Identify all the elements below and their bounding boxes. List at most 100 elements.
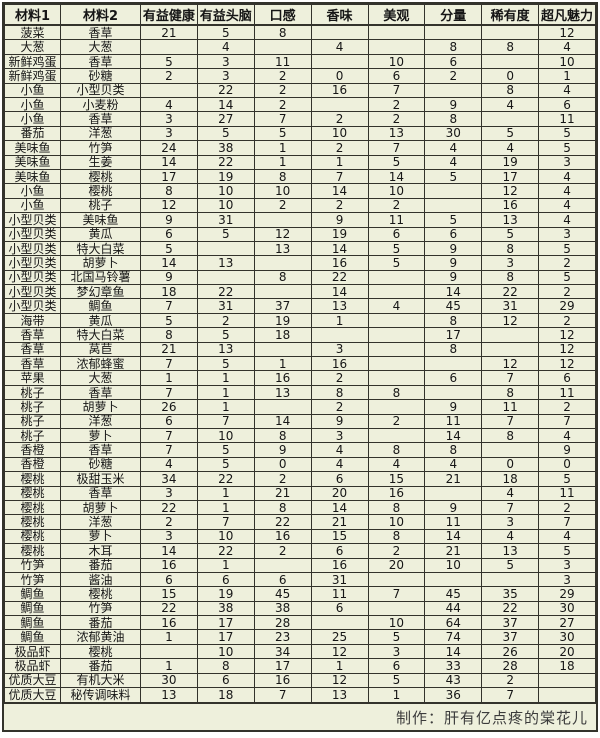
stat-cell: 1 xyxy=(196,370,255,386)
stat-cell: 31 xyxy=(196,212,255,228)
stat-cell: 15 xyxy=(367,471,426,487)
stat-cell xyxy=(196,240,255,257)
stat-cell xyxy=(424,485,483,501)
stat-cell xyxy=(424,384,483,401)
stat-cell: 38 xyxy=(253,600,312,617)
table-row: 优质大豆 有机大米 30 6 16 12 5 43 2 xyxy=(4,672,596,689)
stat-cell: 24 xyxy=(140,140,198,156)
stat-cell: 1 xyxy=(253,154,312,170)
stat-cell: 3 xyxy=(481,514,540,530)
stat-cell: 20 xyxy=(367,557,426,573)
ingredient-cell: 小鱼 xyxy=(4,111,61,127)
stat-cell: 45 xyxy=(253,586,312,602)
ingredient-cell: 小鱼 xyxy=(4,183,61,199)
ingredient-cell: 萝卜 xyxy=(60,427,141,444)
stat-cell: 17 xyxy=(481,168,540,185)
stat-cell: 1 xyxy=(367,687,426,703)
ingredient-cell: 洋葱 xyxy=(60,125,141,142)
stat-cell: 26 xyxy=(140,399,198,415)
stat-cell: 5 xyxy=(367,629,426,645)
stat-cell: 0 xyxy=(481,456,540,473)
stat-cell: 8 xyxy=(424,111,483,127)
table-row: 苹果 大葱 1 1 16 2 6 7 6 xyxy=(4,370,596,386)
ingredient-cell: 洋葱 xyxy=(60,514,141,530)
stat-cell: 37 xyxy=(481,615,540,631)
stat-cell: 5 xyxy=(196,24,255,41)
table-row: 小鱼 小型贝类 22 2 16 7 8 4 xyxy=(4,82,596,99)
stat-cell: 30 xyxy=(140,672,198,689)
stat-cell: 45 xyxy=(424,586,483,602)
stat-cell: 2 xyxy=(253,197,312,214)
ingredient-cell: 极品虾 xyxy=(4,643,61,660)
stat-cell: 0 xyxy=(310,68,369,84)
stat-cell xyxy=(367,427,426,444)
ingredient-cell: 竹笋 xyxy=(4,557,61,573)
stat-cell xyxy=(424,24,483,41)
stat-cell: 5 xyxy=(481,226,540,242)
stat-cell xyxy=(196,269,255,286)
stat-cell: 9 xyxy=(253,442,312,458)
stat-cell: 10 xyxy=(424,557,483,573)
stat-cell: 2 xyxy=(481,672,540,689)
ingredient-cell: 小型贝类 xyxy=(4,226,61,242)
stat-cell: 5 xyxy=(538,140,596,156)
ingredient-cell: 香草 xyxy=(60,111,141,127)
stat-cell: 22 xyxy=(310,269,369,286)
table-row: 小鱼 樱桃 8 10 10 14 10 12 4 xyxy=(4,183,596,199)
stat-cell: 7 xyxy=(140,384,198,401)
stat-cell xyxy=(140,82,198,99)
stat-cell: 9 xyxy=(424,269,483,286)
stat-cell: 2 xyxy=(367,111,426,127)
stat-cell: 18 xyxy=(140,284,198,300)
table-row: 小型贝类 北国马铃薯 9 8 22 9 8 5 xyxy=(4,269,596,286)
column-header: 香味 xyxy=(310,4,369,26)
stat-cell: 10 xyxy=(367,514,426,530)
stat-cell: 35 xyxy=(481,586,540,602)
stat-cell: 7 xyxy=(367,586,426,602)
stat-cell: 22 xyxy=(253,514,312,530)
stat-cell: 8 xyxy=(424,442,483,458)
credit-text: 制作：肝有亿点疼的棠花儿 xyxy=(395,708,588,727)
stat-cell: 12 xyxy=(140,197,198,214)
ingredient-cell: 美味鱼 xyxy=(60,212,141,228)
table-row: 小型贝类 鲷鱼 7 31 37 13 4 45 31 29 xyxy=(4,298,596,314)
ingredient-cell: 桃子 xyxy=(4,427,61,444)
stat-cell: 4 xyxy=(196,39,255,55)
stat-cell: 9 xyxy=(310,212,369,228)
ingredient-cell: 砂糖 xyxy=(60,68,141,84)
stat-cell: 16 xyxy=(253,672,312,689)
stat-cell: 4 xyxy=(538,212,596,228)
stat-cell: 12 xyxy=(538,341,596,358)
stat-cell: 1 xyxy=(196,557,255,573)
ingredient-cell: 黄瓜 xyxy=(60,226,141,242)
column-header: 超凡魅力 xyxy=(538,4,596,26)
stat-cell: 22 xyxy=(481,284,540,300)
ingredient-cell: 小型贝类 xyxy=(4,269,61,286)
stat-cell: 5 xyxy=(538,269,596,286)
ingredient-cell: 小型贝类 xyxy=(4,240,61,257)
ingredient-cell: 浓郁黄油 xyxy=(60,629,141,645)
stat-cell: 21 xyxy=(424,543,483,559)
stat-cell: 22 xyxy=(196,543,255,559)
stat-cell: 5 xyxy=(424,212,483,228)
ingredient-cell: 小型贝类 xyxy=(4,255,61,271)
stat-cell xyxy=(424,356,483,372)
stat-cell: 5 xyxy=(253,125,312,142)
stat-cell xyxy=(481,341,540,358)
ingredient-cell: 香草 xyxy=(60,442,141,458)
table-row: 桃子 胡萝卜 26 1 2 9 11 2 xyxy=(4,399,596,415)
stat-cell xyxy=(367,284,426,300)
stat-cell: 10 xyxy=(196,643,255,660)
stat-cell: 45 xyxy=(424,298,483,314)
table-row: 鲷鱼 樱桃 15 19 45 11 7 45 35 29 xyxy=(4,586,596,602)
ingredient-cell: 胡萝卜 xyxy=(60,499,141,516)
table-row: 香橙 香草 7 5 9 4 8 8 9 xyxy=(4,442,596,458)
stat-cell: 11 xyxy=(538,111,596,127)
stat-cell: 11 xyxy=(424,413,483,430)
stat-cell: 12 xyxy=(481,312,540,329)
stat-cell xyxy=(253,284,312,300)
stat-cell: 19 xyxy=(253,312,312,329)
stat-cell: 2 xyxy=(253,97,312,113)
stat-cell xyxy=(253,341,312,358)
